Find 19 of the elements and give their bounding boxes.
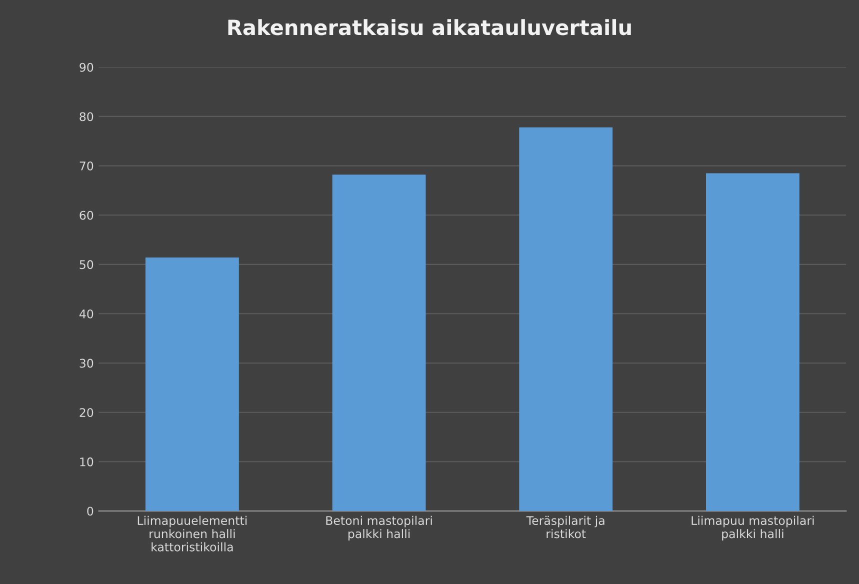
x-tick-label: Betoni mastopilari palkki halli [326,516,432,541]
y-tick-label: 30 [80,358,94,368]
y-tick-label: 10 [80,457,94,466]
bar [332,174,426,511]
chart-title: Rakenneratkaisu aikatauluvertailu [228,19,631,36]
bar [706,173,800,511]
y-tick-label: 90 [80,62,94,72]
y-tick-label: 0 [87,506,94,516]
y-tick-label: 60 [80,210,94,220]
y-tick-label: 80 [80,112,94,122]
x-tick-label: Liimapuuelementti runkoinen halli kattoristikoilla [138,516,247,552]
bar [519,127,613,511]
x-tick-label: Teräspilarit ja ristikot [526,516,604,538]
y-tick-label: 20 [80,408,94,418]
y-tick-label: 50 [80,260,94,270]
y-tick-label: 40 [79,309,94,318]
bar [145,258,239,511]
y-tick-label: 70 [80,162,94,170]
x-tick-label: Liimapuu mastopilari palkki halli [692,516,814,541]
